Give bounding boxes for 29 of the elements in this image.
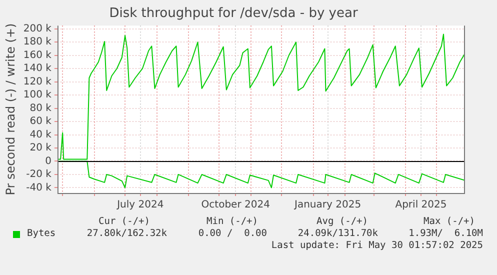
legend-label: Bytes — [27, 228, 56, 239]
y-tick-label: 200 k — [23, 24, 52, 34]
text: 1.93M/ 6.10M — [408, 228, 483, 239]
y-tick-label: 140 k — [23, 63, 52, 74]
y-tick-label: -40 k — [26, 182, 52, 194]
y-axis-title: Pr second read (-) / write (+) — [3, 23, 18, 196]
y-tick-label: 100 k — [23, 90, 52, 101]
text: Cur (-/+) — [98, 216, 150, 227]
x-tick-label: October 2024 — [201, 200, 270, 211]
chart-title: Disk throughput for /dev/sda - by year — [109, 6, 358, 22]
text: 0.00 / 0.00 — [198, 228, 267, 239]
y-tick-label: 80 k — [30, 102, 52, 114]
text: Last update: Fri May 30 01:57:02 2025 — [271, 240, 483, 251]
y-tick-label: -20 k — [26, 169, 52, 180]
y-tick-label: 160 k — [23, 50, 52, 61]
y-tick-label: 20 k — [30, 142, 52, 154]
text: 24.09k/131.70k — [298, 228, 378, 239]
text: 27.80k/162.32k — [86, 228, 167, 239]
x-tick-label: January 2025 — [294, 200, 362, 211]
text: Min (-/+) — [206, 216, 258, 227]
text: Avg (-/+) — [316, 216, 368, 227]
y-tick-label: 40 k — [30, 129, 52, 140]
y-tick-label: 60 k — [30, 116, 52, 128]
x-tick-label: April 2025 — [395, 200, 447, 211]
x-tick-label: July 2024 — [116, 200, 164, 211]
text: Max (-/+) — [424, 216, 475, 227]
y-tick-label: 0 — [45, 156, 52, 167]
y-tick-label: 180 k — [23, 36, 52, 48]
y-tick-label: 120 k — [23, 76, 52, 88]
